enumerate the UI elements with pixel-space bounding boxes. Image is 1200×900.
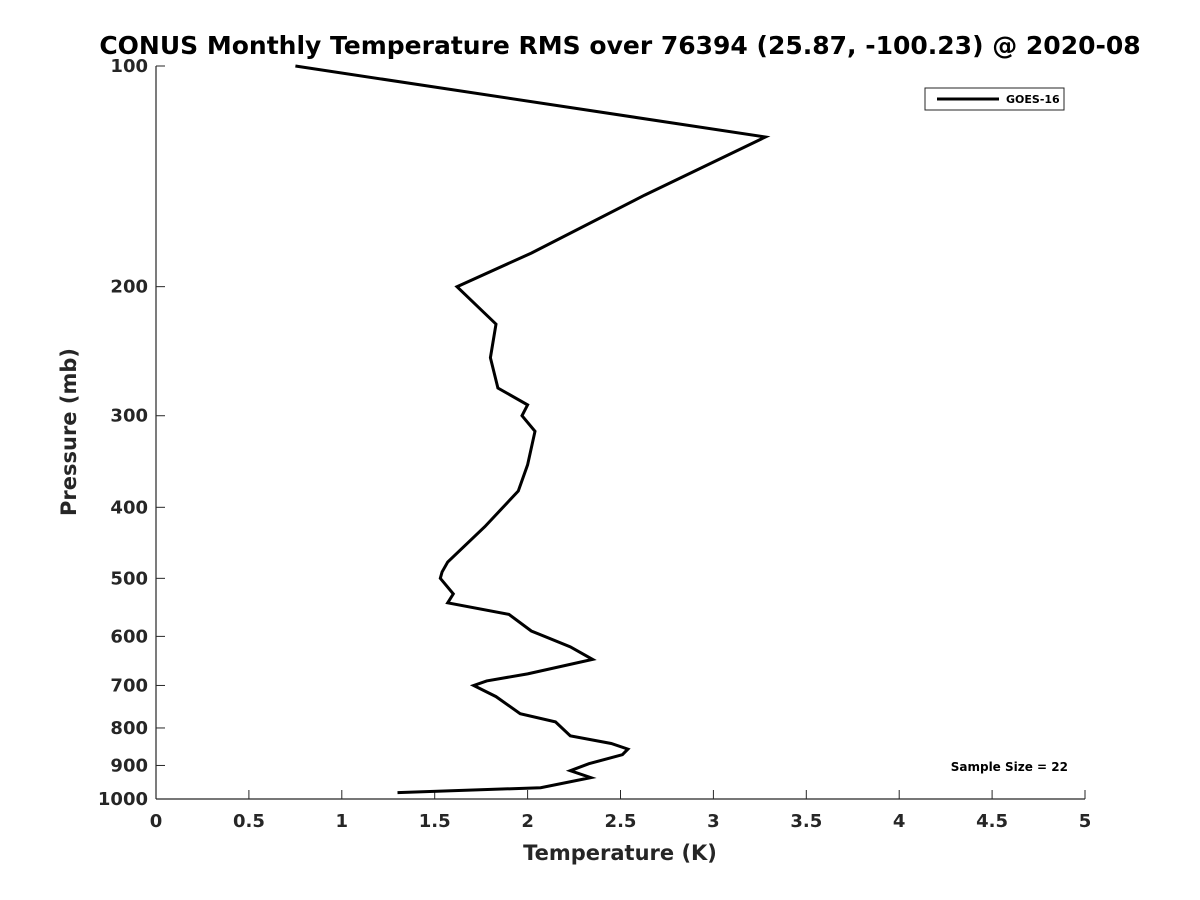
x-tick-label: 1	[336, 811, 349, 832]
legend-label: GOES-16	[1006, 93, 1060, 106]
y-tick-label: 800	[110, 718, 148, 739]
x-axis-ticks: 0 0.5 1 1.5 2 2.5 3 3.5 4 4.5 5	[150, 790, 1092, 832]
x-tick-label: 0	[150, 811, 163, 832]
chart-title: CONUS Monthly Temperature RMS over 76394…	[99, 31, 1140, 60]
y-tick-label: 200	[110, 277, 148, 298]
legend: GOES-16	[924, 87, 1065, 111]
x-tick-label: 0.5	[233, 811, 265, 832]
x-tick-label: 3	[707, 811, 720, 832]
x-tick-label: 2.5	[605, 811, 637, 832]
x-tick-label: 2	[521, 811, 534, 832]
x-tick-label: 4	[893, 811, 906, 832]
y-tick-label: 900	[110, 755, 148, 776]
x-tick-label: 4.5	[976, 811, 1008, 832]
sample-size-annotation: Sample Size = 22	[951, 760, 1068, 774]
x-tick-label: 1.5	[419, 811, 451, 832]
x-tick-label: 3.5	[790, 811, 822, 832]
x-tick-label: 5	[1079, 811, 1092, 832]
y-tick-label: 100	[110, 56, 148, 77]
y-axis-label: Pressure (mb)	[57, 348, 81, 516]
y-tick-label: 300	[110, 406, 148, 427]
y-tick-label: 500	[110, 568, 148, 589]
y-tick-label: 600	[110, 626, 148, 647]
y-tick-label: 400	[110, 497, 148, 518]
y-axis-ticks: 100 200 300 400 500 600 700 800 900 1000	[98, 56, 165, 810]
plot-lines	[295, 64, 771, 795]
y-tick-label: 1000	[98, 789, 148, 810]
series-line-0	[295, 64, 771, 795]
axes	[155, 66, 1085, 800]
x-axis-label: Temperature (K)	[523, 841, 717, 865]
y-tick-label: 700	[110, 675, 148, 696]
